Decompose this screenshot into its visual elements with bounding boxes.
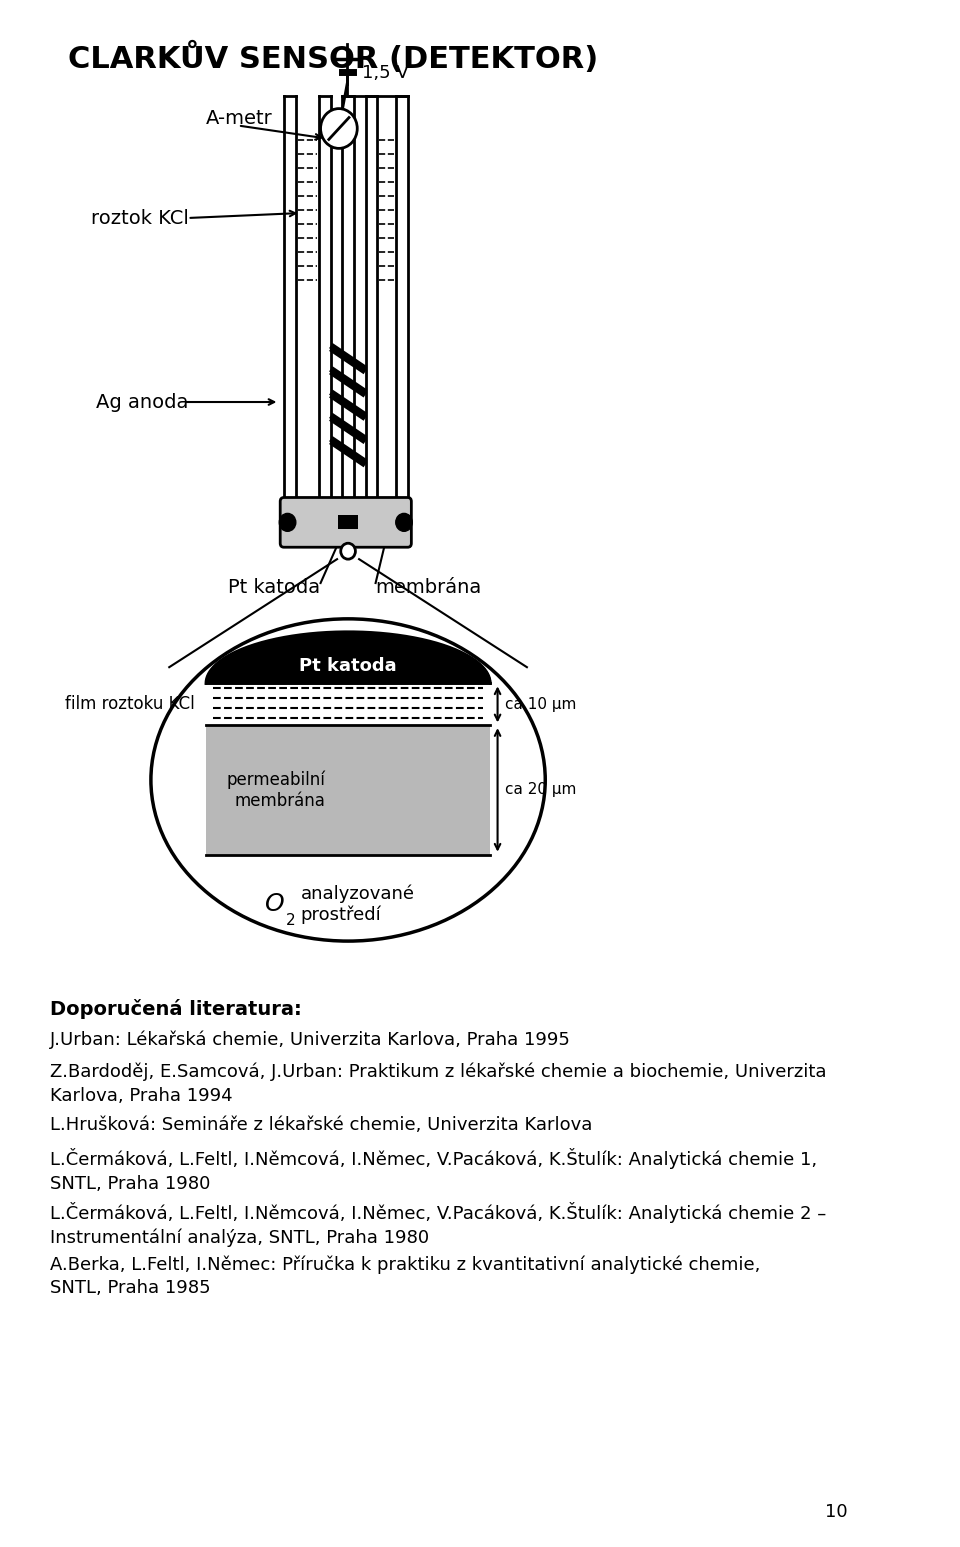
Text: L.Čermáková, L.Feltl, I.Němcová, I.Němec, V.Pacáková, K.Štulík: Analytická chemi: L.Čermáková, L.Feltl, I.Němcová, I.Němec… <box>50 1148 817 1193</box>
Text: 2: 2 <box>286 913 296 928</box>
Text: membrána: membrána <box>375 579 482 597</box>
Text: 1,5 V: 1,5 V <box>362 63 409 82</box>
Circle shape <box>321 108 357 149</box>
Text: O: O <box>265 893 284 916</box>
Text: Z.Bardoděj, E.Samcová, J.Urban: Praktikum z lékařské chemie a biochemie, Univerz: Z.Bardoděj, E.Samcová, J.Urban: Praktiku… <box>50 1063 827 1105</box>
Text: Ag anoda: Ag anoda <box>96 393 188 412</box>
Text: analyzované
prostředí: analyzované prostředí <box>300 885 415 924</box>
Bar <box>206 726 491 854</box>
FancyBboxPatch shape <box>280 498 411 548</box>
Text: Pt katoda: Pt katoda <box>228 579 321 597</box>
Text: ca 20 μm: ca 20 μm <box>505 783 576 797</box>
Bar <box>338 515 358 529</box>
Text: Doporučená literatura:: Doporučená literatura: <box>50 999 301 1019</box>
Text: permeabilní
membrána: permeabilní membrána <box>227 770 325 809</box>
Text: CLARKŮV SENSOR (DETEKTOR): CLARKŮV SENSOR (DETEKTOR) <box>68 42 599 74</box>
Text: 10: 10 <box>826 1504 848 1521</box>
Circle shape <box>341 543 355 558</box>
Text: J.Urban: Lékařská chemie, Univerzita Karlova, Praha 1995: J.Urban: Lékařská chemie, Univerzita Kar… <box>50 1030 571 1049</box>
Text: A-metr: A-metr <box>206 108 273 128</box>
Text: film roztoku KCl: film roztoku KCl <box>65 695 195 713</box>
Ellipse shape <box>151 619 545 941</box>
Circle shape <box>279 514 296 531</box>
Text: roztok KCl: roztok KCl <box>91 209 189 227</box>
Text: ca 10 μm: ca 10 μm <box>505 696 576 712</box>
Circle shape <box>396 514 412 531</box>
Text: Pt katoda: Pt katoda <box>300 656 396 674</box>
Text: L.Hrušková: Semináře z lékařské chemie, Univerzita Karlova: L.Hrušková: Semináře z lékařské chemie, … <box>50 1115 592 1134</box>
Text: L.Čermáková, L.Feltl, I.Němcová, I.Němec, V.Pacáková, K.Štulík: Analytická chemi: L.Čermáková, L.Feltl, I.Němcová, I.Němec… <box>50 1202 827 1247</box>
Text: A.Berka, L.Feltl, I.Němec: Příručka k praktiku z kvantitativní analytické chemie: A.Berka, L.Feltl, I.Němec: Příručka k pr… <box>50 1255 760 1298</box>
